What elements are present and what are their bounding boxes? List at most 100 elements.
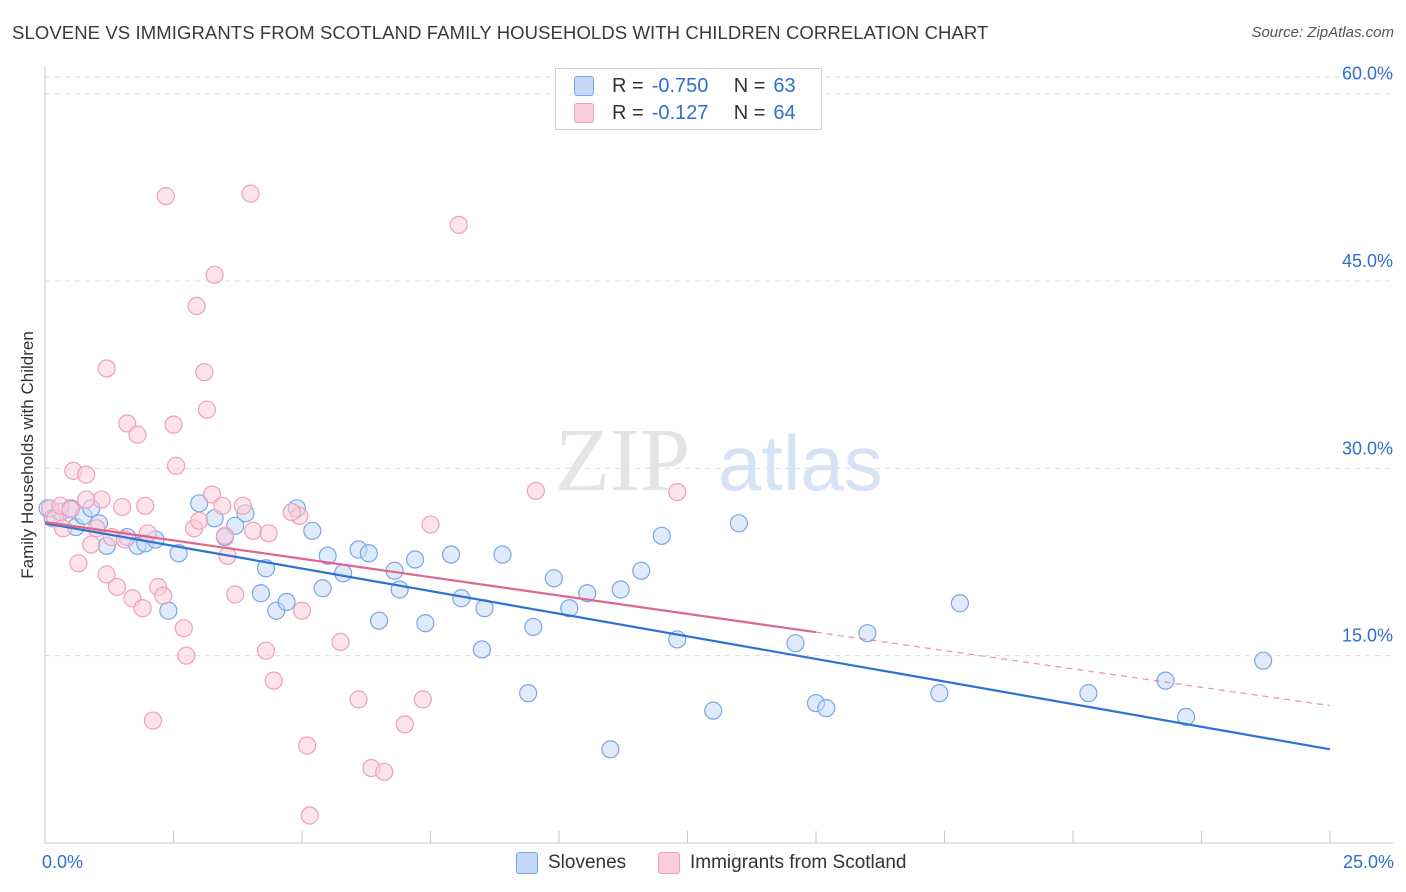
trendline-scotland: [44, 520, 817, 634]
point-slovenes: [950, 594, 970, 613]
point-scotland: [82, 535, 101, 554]
legend-r-value: -0.750: [651, 74, 709, 97]
point-slovenes: [632, 561, 651, 580]
legend-n-label: N =: [733, 101, 766, 124]
point-slovenes: [334, 564, 353, 583]
point-scotland: [112, 497, 132, 517]
axis-layer: [44, 67, 1393, 844]
y-tick-label: 45.0%: [1342, 251, 1393, 271]
point-scotland: [205, 265, 224, 284]
point-scotland: [197, 400, 217, 419]
point-scotland: [164, 415, 183, 434]
point-scotland: [668, 482, 687, 502]
point-scotland: [156, 187, 175, 206]
point-slovenes: [441, 545, 461, 564]
point-scotland: [61, 500, 80, 519]
point-scotland: [97, 359, 116, 378]
point-scotland: [244, 521, 263, 540]
grid-layer: [45, 76, 1393, 657]
point-scotland: [375, 762, 394, 781]
point-scotland: [143, 711, 163, 730]
point-scotland: [177, 646, 196, 665]
point-slovenes: [652, 526, 671, 545]
point-scotland: [226, 585, 245, 604]
legend-n-value: 63: [773, 74, 796, 97]
legend-row-slovenes: R = -0.750 N = 63: [574, 73, 796, 99]
watermark-zip: ZIP: [555, 411, 690, 510]
legend-swatch-slovenes: [574, 76, 594, 96]
point-scotland: [421, 515, 440, 534]
point-scotland: [107, 577, 127, 597]
point-scotland: [190, 511, 209, 530]
point-slovenes: [817, 699, 836, 718]
point-slovenes: [1176, 707, 1196, 726]
point-slovenes: [519, 684, 538, 703]
point-slovenes: [1254, 651, 1273, 670]
point-slovenes: [251, 584, 270, 603]
point-slovenes: [544, 569, 563, 588]
point-scotland: [449, 215, 468, 234]
point-scotland: [92, 490, 111, 509]
series-swatch-scotland: [658, 852, 680, 874]
point-scotland: [331, 632, 350, 652]
y-tick-label: 60.0%: [1342, 64, 1393, 84]
point-slovenes: [277, 592, 296, 612]
series-legend-scotland[interactable]: Immigrants from Scotland: [658, 852, 906, 874]
point-scotland: [413, 690, 432, 709]
point-scotland: [136, 496, 155, 515]
watermark-atlas: atlas: [718, 419, 883, 507]
point-slovenes: [930, 684, 949, 703]
point-scotland: [77, 465, 96, 484]
point-slovenes: [578, 584, 597, 603]
point-slovenes: [405, 550, 425, 569]
trendline-scotland-extension: [815, 631, 1331, 707]
point-scotland: [298, 736, 317, 755]
legend-r-label: R =: [612, 74, 644, 97]
chart-title: SLOVENE VS IMMIGRANTS FROM SCOTLAND FAMI…: [12, 22, 989, 43]
point-slovenes: [858, 624, 877, 643]
trendline-slovenes: [44, 522, 1331, 751]
point-slovenes: [416, 614, 435, 633]
legend-n-label: N =: [733, 74, 766, 97]
point-slovenes: [601, 740, 620, 759]
point-scotland: [97, 565, 116, 584]
series-label-slovenes: Slovenes: [548, 852, 627, 873]
point-scotland: [187, 296, 206, 316]
point-scotland: [213, 496, 232, 515]
point-scotland: [264, 671, 283, 690]
point-slovenes: [359, 544, 378, 563]
point-scotland: [233, 496, 252, 515]
point-slovenes: [704, 701, 723, 720]
series-legend-slovenes[interactable]: Slovenes: [516, 852, 626, 874]
point-scotland: [202, 485, 222, 504]
point-scotland: [300, 806, 319, 825]
point-slovenes: [1156, 671, 1175, 690]
point-slovenes: [1079, 684, 1098, 703]
point-slovenes: [524, 617, 543, 637]
x-tick-label-max: 25.0%: [1342, 852, 1394, 872]
point-scotland: [118, 414, 137, 433]
point-scotland: [395, 715, 414, 734]
legend-r-value: -0.127: [651, 101, 709, 124]
y-tick-label: 15.0%: [1342, 626, 1393, 646]
point-slovenes: [318, 546, 337, 565]
series-swatch-slovenes: [516, 852, 538, 874]
point-scotland: [133, 599, 152, 618]
point-scotland: [154, 586, 173, 605]
point-scotland: [174, 619, 193, 638]
point-scotland: [282, 502, 301, 522]
point-slovenes: [303, 521, 322, 540]
point-slovenes: [472, 640, 491, 659]
legend-n-value: 64: [773, 101, 796, 124]
source-label: Source: ZipAtlas.com: [1251, 24, 1394, 41]
series-label-scotland: Immigrants from Scotland: [690, 852, 907, 873]
point-scotland: [77, 490, 96, 509]
series-legend: Slovenes Immigrants from Scotland: [0, 852, 1406, 878]
point-slovenes: [313, 579, 332, 598]
point-slovenes: [611, 580, 630, 599]
point-scotland: [526, 481, 545, 500]
point-scotland: [166, 456, 186, 475]
y-tick-label: 30.0%: [1342, 438, 1393, 458]
point-scotland: [349, 690, 368, 709]
